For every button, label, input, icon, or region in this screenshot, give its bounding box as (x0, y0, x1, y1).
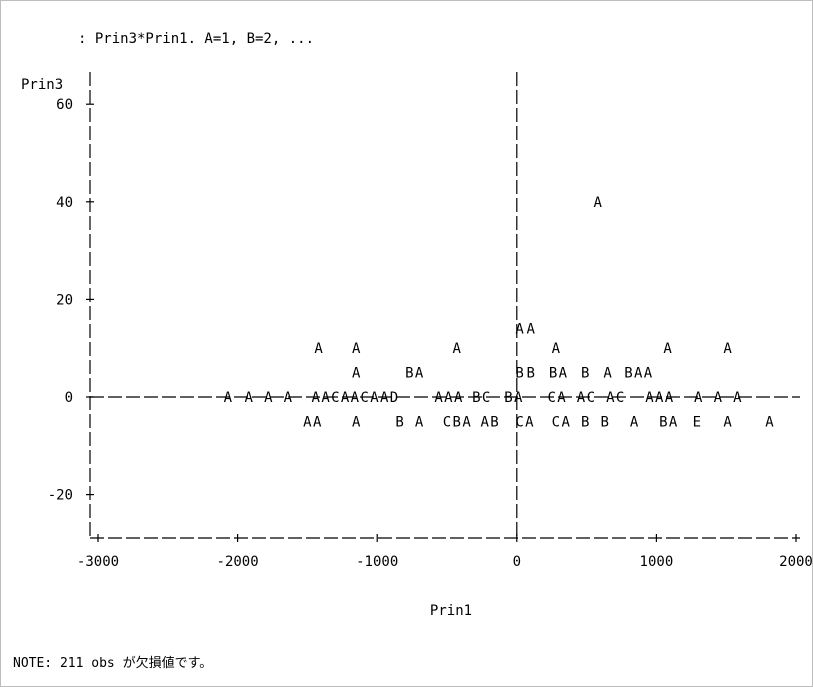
data-point: A (634, 366, 643, 382)
data-point: B (472, 390, 480, 406)
data-point: B (490, 414, 498, 430)
data-point: A (559, 366, 568, 382)
data-point: A (733, 390, 742, 406)
data-point: A (380, 390, 389, 406)
data-point: A (480, 414, 489, 430)
data-point: A (515, 322, 524, 338)
x-tick-label: 2000 (779, 554, 813, 570)
data-point: C (443, 414, 451, 430)
data-point: B (659, 414, 667, 430)
data-point: C (482, 390, 490, 406)
data-point: A (314, 341, 323, 357)
y-tick-label: 20 (56, 292, 73, 308)
data-point: A (665, 390, 674, 406)
data-point: A (352, 341, 361, 357)
data-point: A (557, 390, 566, 406)
data-point: C (515, 414, 523, 430)
data-point: A (630, 414, 639, 430)
y-axis-label: Prin3 (21, 77, 63, 93)
data-point: A (462, 414, 471, 430)
data-point: C (547, 390, 555, 406)
data-point: A (606, 390, 615, 406)
data-point: C (360, 390, 368, 406)
data-point: A (594, 195, 603, 211)
data-point: A (669, 414, 678, 430)
y-tick-label: -20 (48, 488, 73, 504)
data-point: A (765, 414, 774, 430)
data-point: A (663, 341, 672, 357)
data-point: B (405, 366, 413, 382)
data-point: A (284, 390, 293, 406)
data-point: A (370, 390, 379, 406)
data-point: A (352, 366, 361, 382)
data-point: A (577, 390, 586, 406)
data-point: B (453, 414, 461, 430)
data-point: A (655, 390, 664, 406)
data-point: A (552, 341, 561, 357)
data-point: A (644, 366, 653, 382)
data-point: A (245, 390, 254, 406)
x-tick-label: 1000 (640, 554, 674, 570)
x-tick-label: 0 (513, 554, 521, 570)
data-point: B (601, 414, 609, 430)
data-point: A (561, 414, 570, 430)
data-point: D (390, 390, 398, 406)
data-point: A (525, 414, 534, 430)
axis-ticks: -20 0 20 40 60 -3000 -2000 -1000 0 1000 2000 (48, 97, 813, 570)
data-point: C (552, 414, 560, 430)
data-point: B (515, 366, 523, 382)
x-axis-label: Prin1 (430, 603, 472, 619)
data-point: C (616, 390, 624, 406)
data-point: A (514, 390, 523, 406)
data-point: A (264, 390, 273, 406)
data-point: A (645, 390, 654, 406)
data-point: A (303, 414, 312, 430)
plot-title: : Prin3*Prin1. A=1, B=2, ... (78, 31, 314, 47)
data-point: B (549, 366, 557, 382)
data-point: A (351, 390, 360, 406)
data-point: A (321, 390, 330, 406)
data-point: C (587, 390, 595, 406)
data-point: A (603, 366, 612, 382)
y-tick-label: 0 (65, 390, 73, 406)
data-point: A (341, 390, 350, 406)
x-tick-label: -2000 (217, 554, 259, 570)
data-point: A (313, 414, 322, 430)
data-point: B (581, 414, 589, 430)
data-point: A (415, 414, 424, 430)
x-tick-label: -3000 (77, 554, 119, 570)
data-point: E (693, 414, 701, 430)
data-point: B (527, 366, 535, 382)
data-point: A (352, 414, 361, 430)
data-point: B (624, 366, 632, 382)
note-message: NOTE: 211 obs が欠損値です。 (13, 656, 213, 671)
data-point: A (723, 414, 732, 430)
axes (89, 72, 800, 539)
data-point: A (434, 390, 443, 406)
data-point: A (454, 390, 463, 406)
data-point: A (415, 366, 424, 382)
x-tick-label: -1000 (356, 554, 398, 570)
data-point: B (395, 414, 403, 430)
y-tick-label: 60 (56, 97, 73, 113)
data-point: B (504, 390, 512, 406)
data-point: A (723, 341, 732, 357)
data-point: A (714, 390, 723, 406)
data-point: C (331, 390, 339, 406)
data-point: A (224, 390, 233, 406)
data-point: A (527, 322, 536, 338)
y-tick-label: 40 (56, 195, 73, 211)
data-point: A (312, 390, 321, 406)
data-point: A (444, 390, 453, 406)
data-point: A (453, 341, 462, 357)
data-point: B (581, 366, 589, 382)
data-point: A (694, 390, 703, 406)
plot-markers: AA AA A A A A AA B A B B B A B A B A AA A A A A A C A A C A A D A A A B C B… (224, 195, 775, 431)
